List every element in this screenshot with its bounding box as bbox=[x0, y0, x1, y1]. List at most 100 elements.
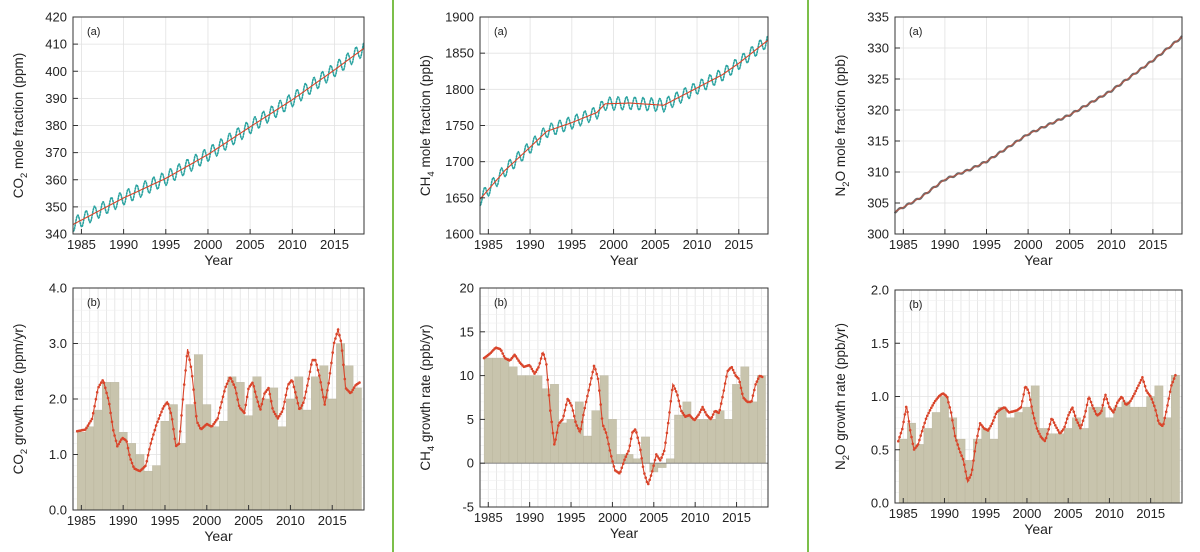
co2-b-bar bbox=[286, 398, 295, 511]
co2-a-ytick-label: 370 bbox=[45, 145, 67, 160]
co2-b-bar bbox=[260, 398, 270, 511]
ch4-b-growth-rate-point bbox=[651, 470, 654, 473]
ch4-b-growth-rate-point bbox=[608, 449, 612, 452]
co2-b-growth-rate-point bbox=[271, 407, 274, 410]
n2o-b-growth-rate-point bbox=[972, 459, 975, 462]
co2-b-growth-rate-point bbox=[126, 446, 130, 450]
co2-b-growth-rate-point bbox=[336, 328, 340, 331]
co2-b-growth-rate-point bbox=[125, 440, 128, 443]
ch4-b-bar bbox=[757, 375, 766, 464]
n2o-b-bar bbox=[1096, 406, 1106, 504]
co2-b-bar bbox=[210, 426, 220, 511]
co2-a-xtick-label: 1995 bbox=[151, 237, 180, 252]
ch4-b-growth-rate-point bbox=[594, 368, 597, 371]
n2o-b-bar bbox=[1014, 412, 1024, 504]
ch4-b-growth-rate-point bbox=[681, 411, 685, 415]
ch4-b-growth-rate-point bbox=[627, 449, 630, 453]
co2-b-growth-rate-point bbox=[132, 465, 135, 468]
n2o-b-growth-rate-point bbox=[1047, 428, 1050, 431]
co2-b-growth-rate-point bbox=[243, 411, 246, 415]
co2-b-growth-rate-point bbox=[192, 388, 195, 391]
ch4-b-bar bbox=[591, 410, 601, 464]
ch4-b-growth-rate-point bbox=[542, 353, 545, 356]
ch4-b-growth-rate-point bbox=[591, 370, 594, 374]
n2o-b-bar bbox=[1072, 417, 1081, 504]
n2o-b-bar bbox=[915, 444, 925, 504]
n2o-a-xtick-label: 2005 bbox=[1055, 237, 1084, 252]
ch4-b-bar bbox=[500, 357, 510, 464]
n2o-b-growth-rate-point bbox=[1154, 409, 1157, 412]
co2-b-bar bbox=[135, 454, 145, 511]
co2-b-growth-rate-point bbox=[338, 333, 341, 337]
co2-a-xtick-label: 2015 bbox=[320, 237, 349, 252]
co2-b-growth-rate-point bbox=[268, 392, 272, 396]
co2-b-growth-rate-point bbox=[157, 417, 161, 420]
column-divider-left bbox=[392, 0, 394, 552]
ch4-b-growth-rate-point bbox=[637, 441, 641, 445]
n2o-b-xlabel: Year bbox=[1024, 521, 1053, 537]
n2o-b-growth-rate-point bbox=[949, 411, 953, 414]
co2-b-growth-rate-point bbox=[197, 424, 201, 427]
ch4-b-growth-rate-point bbox=[547, 393, 551, 397]
co2-b-bar bbox=[269, 387, 279, 511]
ch4-b-bar bbox=[641, 436, 650, 464]
co2-b-bar bbox=[76, 432, 86, 511]
co2-b-growth-rate-point bbox=[350, 390, 353, 394]
co2-b-growth-rate-point bbox=[358, 381, 361, 384]
n2o-b-growth-rate-point bbox=[1071, 406, 1074, 410]
co2-a-ylabel: CO2 mole fraction (ppm) bbox=[11, 53, 30, 199]
co2-b-growth-rate-point bbox=[275, 414, 278, 418]
n2o-b-ytick-label: 1.5 bbox=[871, 336, 889, 351]
n2o-b-bar bbox=[1080, 428, 1090, 504]
n2o-b-growth-rate-point bbox=[1113, 408, 1116, 411]
n2o-b-bar bbox=[948, 417, 958, 504]
ch4-b-bar bbox=[723, 419, 733, 464]
ch4-b-ytick-label: 10 bbox=[460, 368, 474, 383]
ch4-a-xtick-label: 1985 bbox=[474, 237, 503, 252]
n2o-b-growth-rate-point bbox=[1038, 432, 1041, 436]
co2-b-growth-rate-point bbox=[216, 417, 219, 420]
n2o-a-ytick-label: 320 bbox=[867, 103, 889, 118]
ch4-b-growth-rate-point bbox=[672, 384, 675, 388]
co2-b-growth-rate-point bbox=[148, 448, 151, 451]
ch4-b-growth-rate-point bbox=[670, 388, 674, 392]
co2-a-panel-label: (a) bbox=[87, 26, 100, 38]
n2o-b-growth-rate-point bbox=[1167, 397, 1171, 400]
co2-b-growth-rate-point bbox=[195, 414, 198, 418]
ch4-b-growth-rate-point bbox=[530, 367, 534, 371]
ch4-b-growth-rate-point bbox=[756, 377, 760, 381]
ch4-b-ytick-label: -5 bbox=[462, 500, 474, 515]
n2o-b-bar bbox=[973, 438, 982, 504]
ch4-b-growth-rate-point bbox=[760, 375, 764, 379]
co2-b-growth-rate-point bbox=[188, 358, 191, 362]
ch4-b-growth-rate-point bbox=[555, 431, 559, 434]
n2o-b-growth-rate-point bbox=[1100, 409, 1103, 413]
n2o-a-xtick-label: 2015 bbox=[1138, 237, 1167, 252]
ch4-b-growth-rate-point bbox=[600, 417, 604, 420]
co2-b-bar bbox=[227, 376, 237, 511]
ch4-a-ylabel: CH4 mole fraction (ppb) bbox=[418, 55, 437, 196]
ch4-b-bar bbox=[558, 422, 568, 464]
n2o-b-ytick-label: 1.0 bbox=[871, 389, 889, 404]
ch4-b-growth-rate-point bbox=[580, 420, 584, 424]
ch4-b-growth-rate-point bbox=[607, 442, 610, 446]
n2o-a-ytick-label: 335 bbox=[867, 10, 889, 25]
co2-b-bar bbox=[152, 465, 162, 511]
ch4-b-growth-rate-point bbox=[704, 410, 707, 414]
co2-b-growth-rate-point bbox=[284, 393, 288, 397]
co2-b-growth-rate-point bbox=[172, 427, 175, 431]
co2-b-growth-rate-point bbox=[244, 403, 248, 407]
co2-b-bar bbox=[352, 387, 362, 511]
n2o-b-growth-rate-point bbox=[1106, 401, 1110, 405]
ch4-b-growth-rate-point bbox=[711, 413, 715, 416]
co2-b-growth-rate-point bbox=[352, 386, 356, 389]
ch4-b-growth-rate-point bbox=[635, 431, 638, 434]
n2o-b-growth-rate-point bbox=[955, 439, 958, 442]
co2-b-growth-rate-point bbox=[212, 422, 215, 426]
ch4-b-growth-rate-point bbox=[543, 357, 547, 361]
co2-b-growth-rate-point bbox=[269, 399, 273, 403]
co2-a-xtick-label: 2005 bbox=[236, 237, 265, 252]
n2o-b-growth-rate-point bbox=[922, 425, 925, 429]
co2-b-growth-rate-point bbox=[300, 404, 304, 407]
ch4-b-growth-rate-point bbox=[739, 386, 743, 390]
